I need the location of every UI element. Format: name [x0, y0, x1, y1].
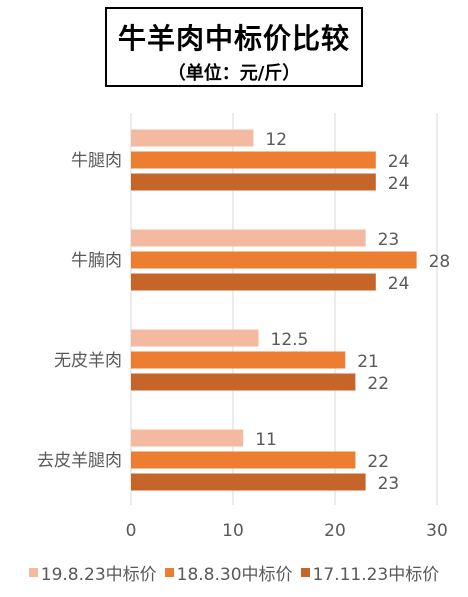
legend-label-2: 17.11.23中标价 [312, 564, 440, 585]
x-tick-label-3: 30 [426, 521, 448, 541]
bar-s0-c1 [131, 229, 366, 247]
data-label-s1-c0: 24 [388, 152, 410, 172]
data-label-s0-c0: 12 [265, 130, 287, 150]
bar-s2-c0 [131, 173, 376, 191]
legend-label-0: 19.8.23中标价 [40, 564, 157, 585]
category-label-1: 牛腩肉 [71, 251, 122, 271]
chart-legend: 19.8.23中标价 18.8.30中标价 17.11.23中标价 [0, 560, 468, 585]
bar-s2-c1 [131, 273, 376, 291]
legend-swatch-0 [28, 567, 38, 577]
data-label-s0-c2: 12.5 [271, 330, 309, 350]
bar-s2-c3 [131, 473, 366, 491]
bar-s0-c3 [131, 429, 244, 447]
data-label-s2-c2: 22 [367, 374, 389, 394]
legend-item-1: 18.8.30中标价 [164, 560, 293, 585]
data-label-s0-c3: 11 [255, 430, 277, 450]
data-label-s2-c3: 23 [378, 474, 400, 494]
bar-s1-c3 [131, 451, 356, 469]
x-tick-label-2: 20 [324, 521, 346, 541]
data-label-s2-c1: 24 [388, 274, 410, 294]
legend-label-1: 18.8.30中标价 [176, 564, 293, 585]
chart-subtitle: （单位：元/斤） [167, 63, 301, 84]
legend-swatch-1 [164, 567, 174, 577]
data-label-s2-c0: 24 [388, 174, 410, 194]
category-label-3: 去皮羊腿肉 [37, 451, 122, 471]
bar-s1-c1 [131, 251, 417, 269]
bar-s1-c0 [131, 151, 376, 169]
data-label-s0-c1: 23 [378, 230, 400, 250]
data-label-s1-c3: 22 [367, 452, 389, 472]
x-tick-label-1: 10 [222, 521, 244, 541]
bar-s2-c2 [131, 373, 356, 391]
x-tick-label-0: 0 [126, 521, 137, 541]
category-label-0: 牛腿肉 [71, 151, 122, 171]
bar-s1-c2 [131, 351, 346, 369]
legend-item-2: 17.11.23中标价 [300, 560, 440, 585]
category-label-2: 无皮羊肉 [54, 351, 122, 371]
data-label-s1-c1: 28 [429, 252, 451, 272]
legend-swatch-2 [300, 567, 310, 577]
bar-chart: 0 10 20 30牛腿肉牛腩肉无皮羊肉去皮羊腿肉122312.51124282122… [37, 113, 451, 541]
chart-title-box: 牛羊肉中标价比较 （单位：元/斤） [105, 7, 363, 87]
legend-item-0: 19.8.23中标价 [28, 560, 157, 585]
bar-s0-c0 [131, 129, 254, 147]
bar-s0-c2 [131, 329, 259, 347]
data-label-s1-c2: 21 [357, 352, 379, 372]
chart-title: 牛羊肉中标价比较 [117, 22, 350, 55]
